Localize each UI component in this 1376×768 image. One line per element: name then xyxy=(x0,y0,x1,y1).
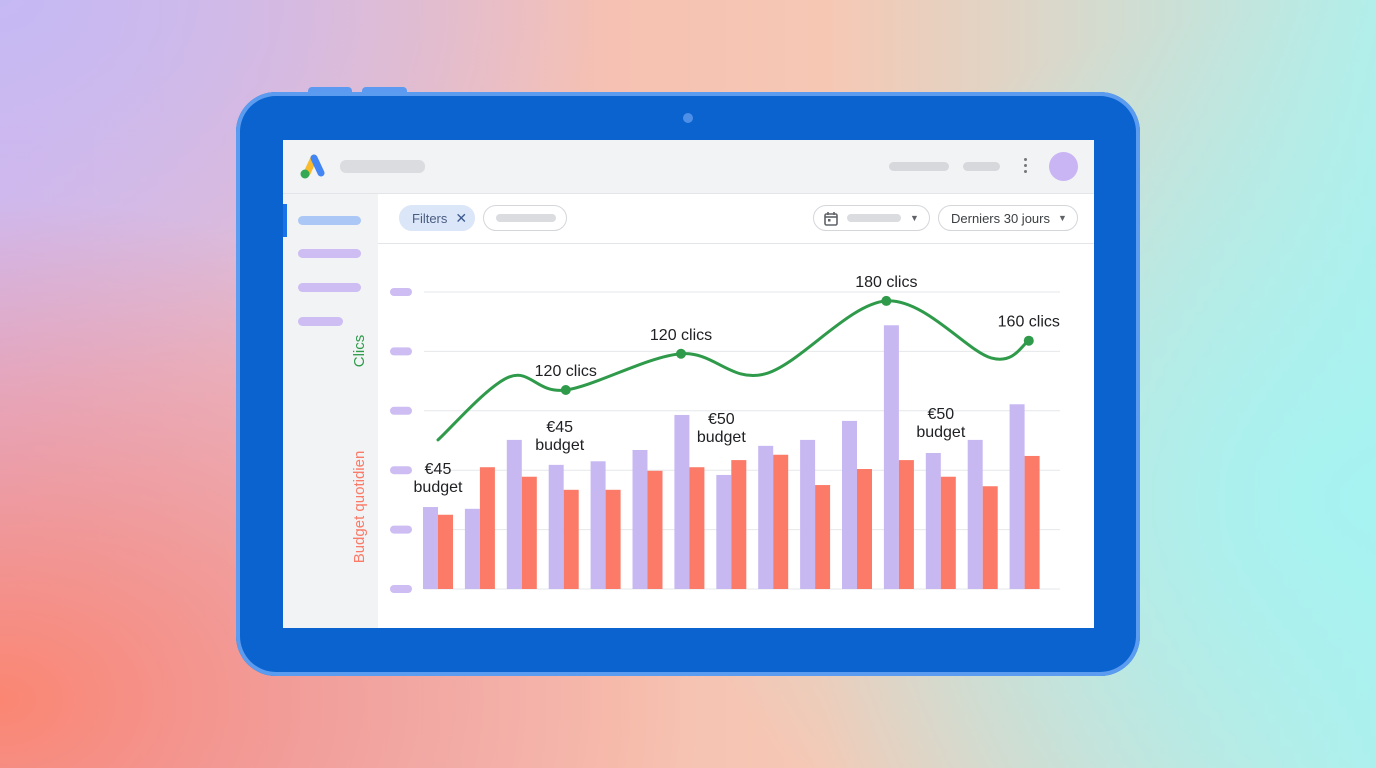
clics-point xyxy=(1023,335,1034,346)
bar-secondary xyxy=(590,461,606,589)
axis-title-budget: Budget quotidien xyxy=(351,451,368,564)
avatar[interactable] xyxy=(1049,152,1078,181)
camera-icon xyxy=(683,113,693,123)
y-tick-label-placeholder xyxy=(390,525,412,534)
header-link-placeholder[interactable] xyxy=(889,162,949,171)
sidebar-item[interactable] xyxy=(298,216,361,225)
bar-budget xyxy=(982,486,998,589)
budget-annotation-label: budget xyxy=(535,437,584,454)
budget-annotation-amount: €50 xyxy=(927,406,954,423)
budget-annotation-label: budget xyxy=(697,429,746,446)
sidebar-item[interactable] xyxy=(298,283,361,292)
bar-budget xyxy=(605,489,621,589)
budget-annotation-label: budget xyxy=(414,479,463,496)
y-tick-label-placeholder xyxy=(390,288,412,296)
app-header xyxy=(283,140,1094,194)
bar-secondary xyxy=(842,420,857,589)
y-tick-label-placeholder xyxy=(390,406,412,415)
filters-label: Filters xyxy=(412,210,448,226)
bar-secondary xyxy=(883,325,899,589)
vertical-dots-icon[interactable] xyxy=(1024,158,1028,173)
bar-secondary xyxy=(548,464,564,589)
budget-annotation-amount: €45 xyxy=(546,419,573,436)
filters-chip[interactable]: Filters ✕ xyxy=(399,205,475,231)
bar-secondary xyxy=(423,507,438,589)
clics-point-label: 180 clics xyxy=(855,274,917,291)
budget-annotation-label: budget xyxy=(916,424,965,441)
bar-budget xyxy=(898,460,914,589)
clics-line xyxy=(436,299,1031,442)
y-tick-label-placeholder xyxy=(390,347,412,356)
close-icon[interactable]: ✕ xyxy=(455,209,468,226)
bar-budget xyxy=(940,476,956,589)
bar-budget xyxy=(731,460,747,589)
clics-point xyxy=(881,295,892,306)
chevron-down-icon: ▼ xyxy=(910,213,919,223)
bar-secondary xyxy=(967,439,983,589)
title-placeholder xyxy=(340,160,425,173)
bar-secondary xyxy=(758,445,774,589)
bar-secondary xyxy=(716,474,732,589)
clics-point xyxy=(560,385,571,396)
budget-annotation-amount: €50 xyxy=(708,411,735,428)
sidebar xyxy=(283,194,378,628)
bar-budget xyxy=(438,514,453,589)
bar-secondary xyxy=(800,439,816,589)
bar-secondary xyxy=(506,439,522,589)
clics-point-label: 120 clics xyxy=(650,327,712,344)
bar-budget xyxy=(647,470,663,589)
sidebar-item[interactable] xyxy=(298,317,343,326)
sidebar-item[interactable] xyxy=(298,249,361,258)
clics-point-label: 160 clics xyxy=(998,314,1060,331)
bar-budget xyxy=(857,469,872,589)
clics-point-label: 120 clics xyxy=(535,363,597,380)
bar-budget xyxy=(479,467,495,589)
tablet-volume-button xyxy=(308,87,352,95)
calendar-icon xyxy=(824,211,838,226)
axis-title-clics: Clics xyxy=(351,335,368,368)
filter-placeholder-chip[interactable] xyxy=(483,205,567,231)
date-range-dropdown[interactable]: Derniers 30 jours ▼ xyxy=(938,205,1078,231)
bar-secondary xyxy=(925,452,941,589)
bar-secondary xyxy=(464,508,480,589)
date-range-label: Derniers 30 jours xyxy=(951,210,1050,226)
y-tick-label-placeholder xyxy=(390,466,412,475)
bar-secondary xyxy=(1009,404,1025,589)
tablet-screen: Filters ✕ ▼ Derniers 30 jours ▼ Clics Bud… xyxy=(283,140,1094,628)
bar-budget xyxy=(563,489,579,589)
header-link-placeholder[interactable] xyxy=(963,162,1000,171)
toolbar: Filters ✕ ▼ Derniers 30 jours ▼ xyxy=(378,194,1094,244)
bar-budget xyxy=(689,467,705,589)
chevron-down-icon: ▼ xyxy=(1058,213,1067,223)
tablet-power-button xyxy=(362,87,407,95)
bar-budget xyxy=(815,485,831,589)
date-picker-chip[interactable]: ▼ xyxy=(813,205,930,231)
budget-annotation-amount: €45 xyxy=(425,461,452,478)
y-tick-label-placeholder xyxy=(390,585,412,593)
bar-budget xyxy=(521,476,537,589)
bar-budget xyxy=(1024,455,1040,589)
clics-budget-chart: Clics Budget quotidien 120 clics 120 clics 1… xyxy=(351,274,1060,593)
bar-budget xyxy=(773,454,789,589)
bar-secondary xyxy=(632,450,648,589)
clics-point xyxy=(676,348,687,359)
sidebar-active-indicator xyxy=(283,204,287,237)
bar-secondary xyxy=(674,414,690,589)
google-ads-logo xyxy=(300,154,325,179)
